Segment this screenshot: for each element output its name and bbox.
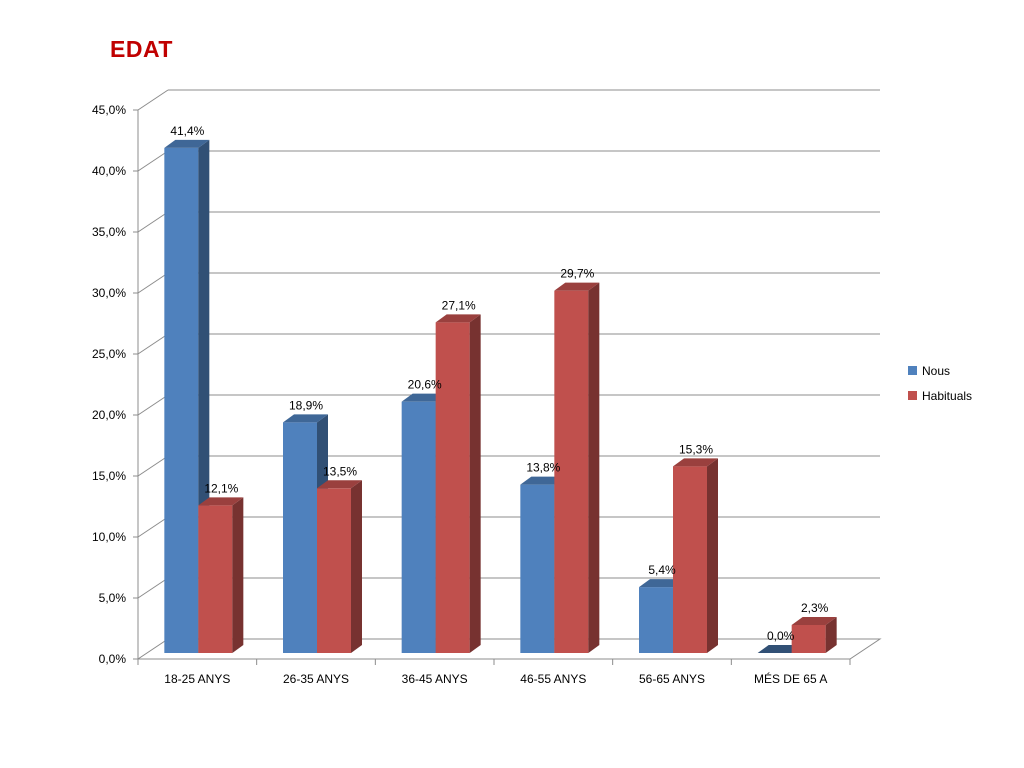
bar-top — [791, 616, 837, 625]
gridline-diagonal — [137, 333, 169, 355]
bar-top — [317, 480, 362, 489]
gridline-diagonal — [137, 150, 169, 172]
bar-top — [435, 314, 481, 323]
y-tick-label: 25,0% — [92, 347, 126, 361]
bar-habituals-5 — [673, 458, 718, 653]
data-label-habituals: 29,7% — [560, 267, 594, 281]
data-label-nous: 41,4% — [170, 124, 204, 138]
gridline-diagonal — [137, 272, 169, 294]
y-tick-label: 40,0% — [92, 164, 126, 178]
bar-front — [554, 290, 589, 653]
gridline-diagonal — [137, 211, 169, 233]
bar-front — [317, 488, 351, 653]
gridline-diagonal — [137, 577, 169, 599]
y-tick-label: 5,0% — [99, 591, 127, 605]
gridline-diagonal — [137, 394, 169, 416]
data-label-habituals: 15,3% — [679, 442, 713, 456]
x-tick-label: MÉS DE 65 A — [754, 671, 827, 686]
bar-top — [283, 414, 328, 423]
data-label-habituals: 27,1% — [442, 298, 476, 312]
bar-front — [283, 422, 317, 653]
bar-habituals-2 — [317, 480, 362, 653]
bar-front — [791, 624, 826, 653]
legend-item-habituals: Habituals — [908, 389, 972, 403]
data-label-habituals: 13,5% — [323, 464, 357, 478]
chart-title: EDAT — [110, 36, 173, 62]
y-tick-label: 20,0% — [92, 408, 126, 422]
bar-side — [232, 497, 244, 653]
x-tick-label: 18-25 ANYS — [164, 672, 230, 686]
bar-top — [757, 645, 803, 653]
bar-front — [401, 401, 436, 653]
data-label-nous: 18,9% — [289, 398, 323, 412]
gridline-diagonal — [137, 89, 169, 111]
bar-front — [164, 147, 199, 654]
x-tick-label: 46-55 ANYS — [520, 672, 586, 686]
y-tick-label: 45,0% — [92, 103, 126, 117]
bar-top — [639, 579, 684, 588]
bar-side — [351, 480, 362, 653]
gridline-diagonal — [137, 516, 169, 538]
bar-habituals-6 — [791, 616, 837, 653]
data-label-nous: 0,0% — [767, 629, 795, 643]
y-tick-label: 30,0% — [92, 286, 126, 300]
bar-front — [639, 587, 673, 653]
bar-front — [435, 322, 470, 653]
bar-front — [673, 466, 707, 653]
legend-label: Nous — [922, 364, 950, 378]
bar-habituals-1 — [198, 497, 244, 653]
legend-swatch — [908, 391, 917, 400]
bar-top — [673, 458, 718, 467]
data-label-nous: 20,6% — [408, 378, 442, 392]
y-tick-label: 0,0% — [99, 652, 127, 666]
y-tick-label: 10,0% — [92, 530, 126, 544]
x-tick-label: 56-65 ANYS — [639, 672, 705, 686]
bar-top — [554, 282, 600, 291]
legend-swatch — [908, 366, 917, 375]
legend-label: Habituals — [922, 389, 972, 403]
bar-top — [520, 476, 566, 485]
bar-front — [520, 484, 555, 653]
bar-nous-6 — [757, 645, 803, 653]
data-label-nous: 13,8% — [526, 461, 560, 475]
bar-side — [588, 282, 600, 653]
gridline-diagonal — [137, 455, 169, 477]
bar-side — [825, 616, 837, 653]
bar-front — [198, 505, 233, 653]
bar-habituals-3 — [435, 314, 481, 653]
bar-top — [164, 139, 210, 148]
bar-side — [469, 314, 481, 653]
y-tick-label: 15,0% — [92, 469, 126, 483]
data-label-habituals: 12,1% — [204, 481, 238, 495]
y-tick-label: 35,0% — [92, 225, 126, 239]
bar-top — [198, 497, 244, 506]
bar-side — [707, 458, 718, 653]
data-label-habituals: 2,3% — [801, 601, 829, 615]
x-tick-label: 36-45 ANYS — [402, 672, 468, 686]
data-label-nous: 5,4% — [648, 563, 676, 577]
bar-habituals-4 — [554, 282, 600, 653]
legend-item-nous: Nous — [908, 364, 950, 378]
x-tick-label: 26-35 ANYS — [283, 672, 349, 686]
bar-top — [401, 393, 447, 402]
